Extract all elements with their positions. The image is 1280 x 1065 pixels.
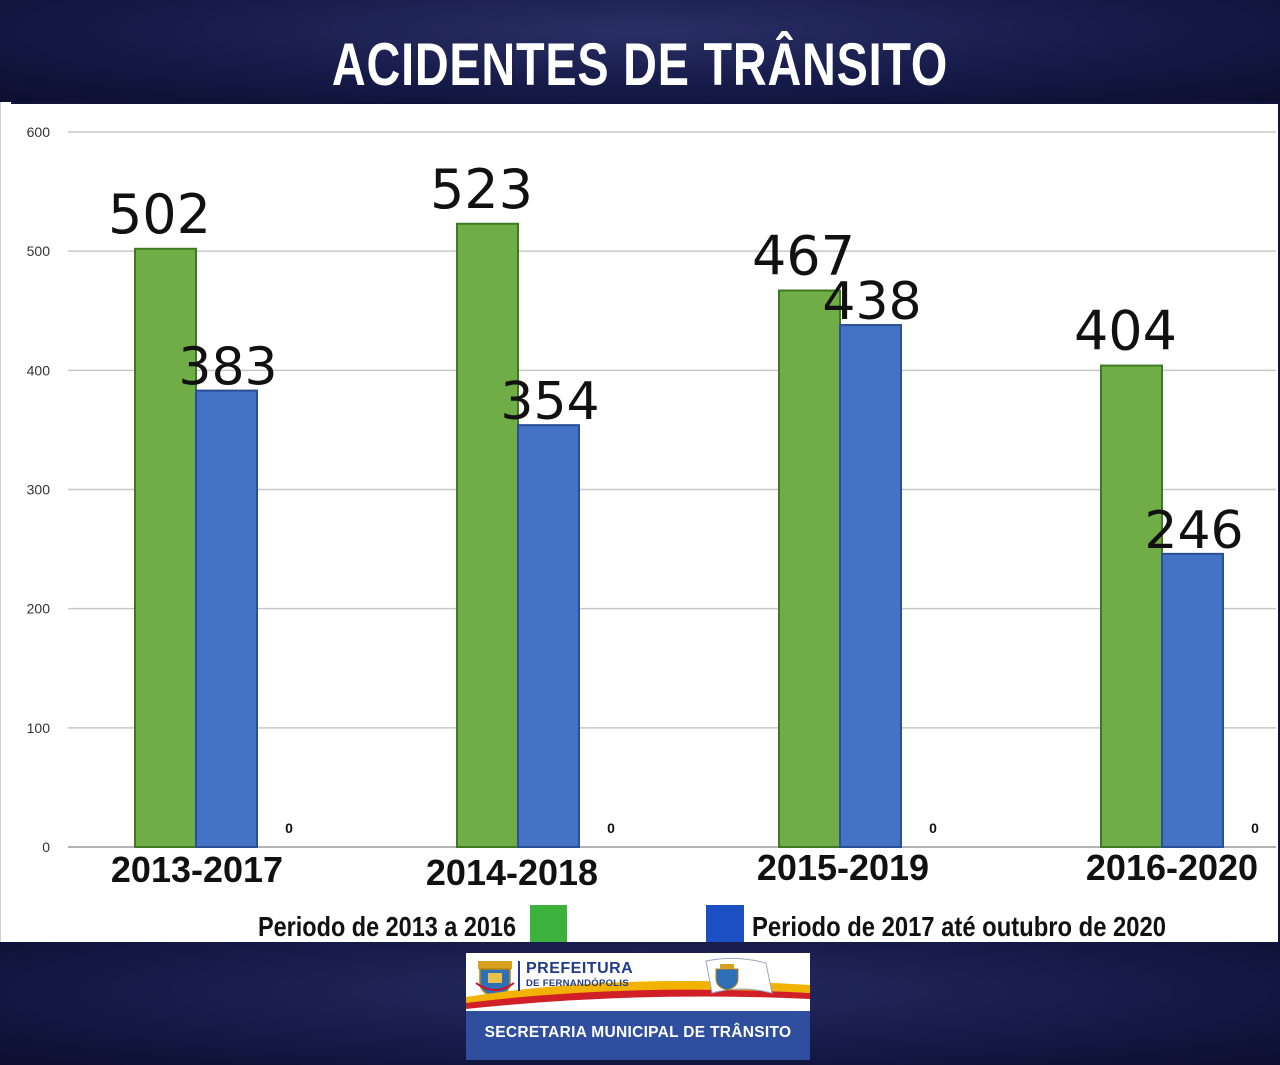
x-axis-ticks: 2013-2017 2014-2018 2015-2019 2016-2020 <box>111 847 1258 893</box>
bar-green <box>778 289 841 849</box>
x-tick-label: 2016-2020 <box>1086 847 1258 888</box>
y-tick-label: 0 <box>42 839 50 855</box>
page-title: ACIDENTES DE TRÂNSITO <box>331 31 949 98</box>
bar-chart: 0 100 200 300 400 500 600 502 383 0 523 354 0 467438… <box>27 124 1276 942</box>
bar-blue <box>1161 552 1224 848</box>
logo-city: DE FERNANDÓPOLIS <box>526 978 629 989</box>
data-label-series1: 523 <box>430 158 533 221</box>
bars <box>134 222 1224 849</box>
x-tick-label: 2014-2018 <box>426 852 598 893</box>
data-label-series3: 0 <box>1251 820 1259 836</box>
y-tick-label: 400 <box>27 362 51 378</box>
data-label-series3: 0 <box>929 820 937 836</box>
x-tick-label: 2015-2019 <box>757 847 929 888</box>
y-tick-label: 100 <box>27 720 51 736</box>
logo-swoosh-red <box>466 989 810 1009</box>
legend-label-series2: Periodo de 2017 até outubro de 2020 <box>752 911 1166 942</box>
y-tick-label: 500 <box>27 243 51 259</box>
data-label-series1: 404 <box>1074 300 1177 363</box>
bar-blue <box>195 389 258 848</box>
x-tick-label: 2013-2017 <box>111 849 283 890</box>
data-label-series3: 0 <box>285 820 293 836</box>
legend-swatch-series1 <box>530 905 567 942</box>
y-tick-label: 300 <box>27 482 51 498</box>
logo-divider <box>518 961 520 991</box>
logo-card: PREFEITURA DE FERNANDÓPOLIS <box>466 953 810 1060</box>
logo-artwork <box>466 957 810 1009</box>
legend-swatch-series2 <box>706 905 744 942</box>
y-tick-label: 200 <box>27 601 51 617</box>
data-label-series2: 354 <box>500 372 599 432</box>
legend: Periodo de 2013 a 2016 Periodo de 2017 at… <box>258 905 1166 942</box>
bar-blue <box>839 324 902 848</box>
header-band <box>0 0 1280 102</box>
department-name: SECRETARIA MUNICIPAL DE TRÂNSITO <box>484 1024 792 1041</box>
panel-edge <box>0 102 11 942</box>
data-label-series2: 246 <box>1144 501 1243 561</box>
bar-blue <box>517 424 580 848</box>
bar-green <box>456 222 519 848</box>
data-label-series2: 438 <box>822 272 921 332</box>
data-label-series1: 467 <box>752 224 855 287</box>
logo-name: PREFEITURA <box>526 960 634 977</box>
bar-green <box>1100 364 1163 848</box>
logo-top: PREFEITURA DE FERNANDÓPOLIS <box>466 953 810 1011</box>
data-label-series2: 383 <box>178 338 277 398</box>
y-tick-label: 600 <box>27 124 51 140</box>
data-label-series3: 0 <box>607 820 615 836</box>
data-label-series1: 502 <box>108 183 211 246</box>
y-axis-ticks: 0 100 200 300 400 500 600 <box>27 124 51 855</box>
gridlines <box>68 131 1276 848</box>
logo-bottom-bar <box>466 1011 810 1060</box>
flag-emblem-icon <box>705 957 773 994</box>
legend-label-series1: Periodo de 2013 a 2016 <box>258 911 516 942</box>
